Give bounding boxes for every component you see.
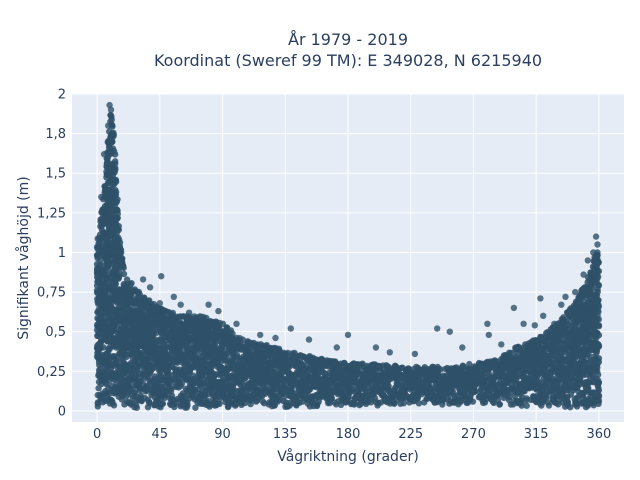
data-point xyxy=(118,256,126,263)
data-point xyxy=(496,401,503,408)
data-point xyxy=(134,364,141,372)
data-point xyxy=(567,404,574,411)
data-point xyxy=(385,383,392,390)
chart-title-line-2: Koordinat (Sweref 99 TM): E 349028, N 62… xyxy=(154,51,542,70)
data-point xyxy=(112,188,120,196)
data-point xyxy=(112,166,119,173)
data-point xyxy=(545,402,553,409)
data-point xyxy=(120,270,128,278)
data-point xyxy=(239,336,246,343)
data-point xyxy=(469,398,477,405)
data-point xyxy=(108,116,115,123)
data-point xyxy=(115,222,123,230)
data-point xyxy=(229,330,236,337)
data-point xyxy=(523,402,530,409)
data-point xyxy=(178,380,186,387)
data-point xyxy=(116,236,123,244)
data-point xyxy=(506,393,513,401)
chart-title-line-1: År 1979 - 2019 xyxy=(288,30,408,49)
data-point xyxy=(97,257,104,264)
data-point xyxy=(109,334,117,342)
data-point xyxy=(466,360,473,368)
data-point xyxy=(146,399,153,406)
data-point xyxy=(176,346,184,354)
data-point xyxy=(349,385,356,393)
data-point xyxy=(118,249,125,256)
data-point xyxy=(133,404,140,411)
data-point xyxy=(109,138,116,146)
data-point xyxy=(112,158,119,165)
data-point xyxy=(437,366,444,373)
data-point xyxy=(192,404,199,411)
data-point xyxy=(123,276,131,283)
data-point xyxy=(120,264,127,272)
data-point xyxy=(113,206,121,213)
data-points xyxy=(93,101,603,411)
data-point xyxy=(573,403,581,410)
data-point xyxy=(415,400,423,407)
data-point xyxy=(108,304,115,311)
data-point xyxy=(110,402,118,409)
data-point xyxy=(471,388,478,395)
data-point xyxy=(216,400,223,407)
data-point xyxy=(163,351,171,358)
data-point xyxy=(112,281,119,288)
data-point xyxy=(391,400,398,407)
data-point xyxy=(100,344,107,351)
data-point xyxy=(158,400,166,408)
data-point xyxy=(114,214,121,222)
data-point xyxy=(457,397,464,404)
data-point xyxy=(110,148,118,155)
data-point xyxy=(183,404,190,411)
data-point xyxy=(400,400,407,407)
